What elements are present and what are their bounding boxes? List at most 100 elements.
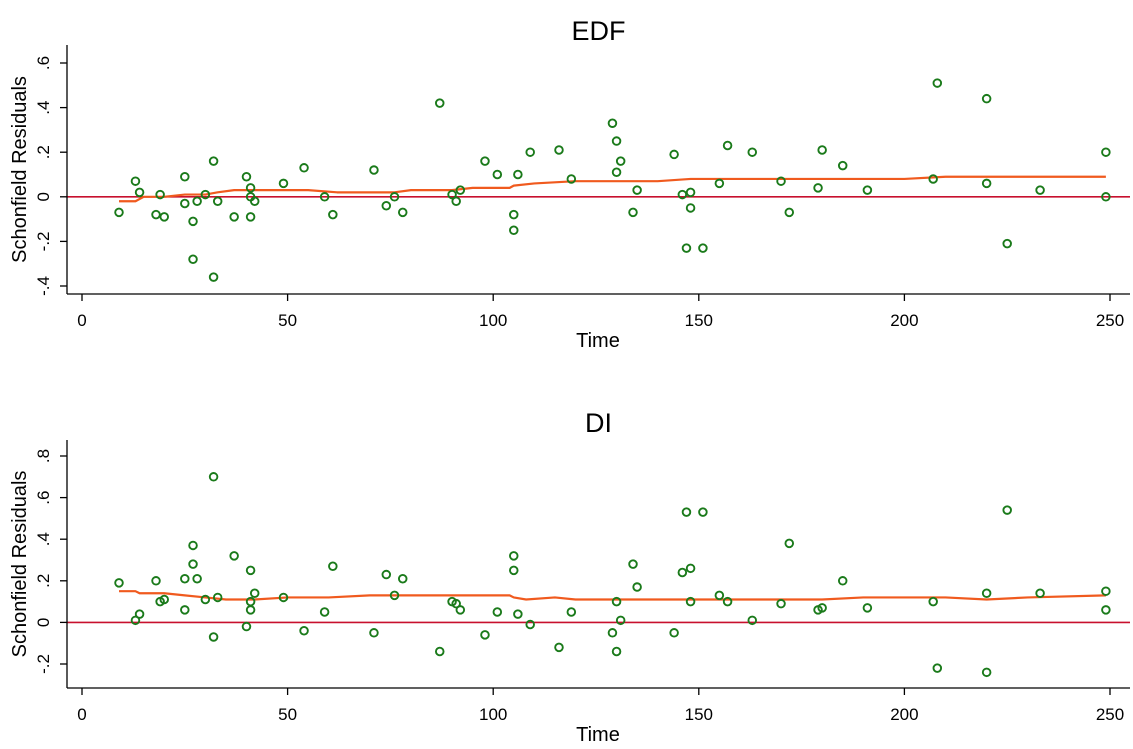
residual-point bbox=[928, 596, 938, 607]
residual-point bbox=[607, 628, 618, 638]
residual-point bbox=[513, 169, 523, 180]
residual-point bbox=[862, 603, 873, 613]
x-tick-label: 50 bbox=[278, 705, 297, 724]
residual-point bbox=[677, 189, 688, 200]
residual-point bbox=[525, 619, 535, 630]
x-axis-label: Time bbox=[576, 724, 620, 744]
residual-point bbox=[509, 209, 519, 220]
residual-point bbox=[451, 598, 461, 609]
residual-point bbox=[492, 169, 503, 180]
residual-point bbox=[278, 592, 289, 603]
residual-point bbox=[981, 667, 992, 678]
x-tick-label: 0 bbox=[77, 311, 86, 330]
residual-point bbox=[509, 565, 519, 576]
residual-point bbox=[192, 196, 202, 207]
residual-point bbox=[628, 559, 638, 569]
y-axis-label: Schonfield Residuals bbox=[9, 76, 31, 263]
residual-point bbox=[1101, 605, 1111, 615]
y-tick-label: -.2 bbox=[34, 654, 53, 674]
y-tick-label: .2 bbox=[34, 574, 53, 588]
x-tick-label: 0 bbox=[77, 705, 86, 724]
residual-point bbox=[451, 196, 461, 207]
residual-point bbox=[241, 621, 252, 632]
residual-point bbox=[607, 118, 618, 128]
smoothed-line bbox=[119, 175, 1106, 203]
residual-point bbox=[932, 78, 943, 88]
residual-point bbox=[180, 573, 190, 584]
residual-point bbox=[513, 609, 523, 619]
residual-point bbox=[381, 569, 392, 580]
residual-point bbox=[1002, 238, 1012, 249]
residual-point bbox=[180, 605, 190, 615]
residual-point bbox=[159, 212, 169, 222]
residual-point bbox=[447, 189, 457, 200]
x-tick-label: 200 bbox=[890, 705, 918, 724]
y-tick-label: .8 bbox=[34, 449, 53, 463]
y-tick-label: .6 bbox=[34, 491, 53, 505]
residual-point bbox=[369, 165, 379, 175]
residual-point bbox=[114, 207, 124, 218]
residual-point bbox=[981, 588, 992, 599]
residual-point bbox=[698, 243, 708, 253]
residual-point bbox=[928, 174, 938, 184]
residual-point bbox=[685, 203, 696, 213]
residual-point bbox=[1101, 192, 1111, 202]
residual-point bbox=[747, 615, 758, 626]
residual-point bbox=[611, 167, 622, 178]
residual-point bbox=[130, 176, 141, 186]
residual-point bbox=[628, 207, 638, 218]
residual-point bbox=[554, 145, 564, 155]
residual-point bbox=[817, 145, 827, 155]
residual-point bbox=[245, 565, 256, 576]
residual-point bbox=[212, 592, 223, 603]
residual-point bbox=[381, 200, 392, 211]
y-tick-label: 0 bbox=[34, 192, 53, 201]
residual-point bbox=[229, 212, 239, 222]
residual-point bbox=[837, 160, 848, 171]
x-tick-label: 50 bbox=[278, 311, 297, 330]
residual-point bbox=[813, 183, 823, 193]
residual-point bbox=[114, 578, 124, 588]
panel-edf: EDF 0 50 100 150 200 250 -.4 -.2 0 .2 .4 .6 Time Schon… bbox=[9, 16, 1130, 352]
x-axis-label: Time bbox=[576, 330, 620, 352]
residual-point bbox=[245, 183, 256, 193]
residual-point bbox=[155, 189, 165, 200]
residual-point bbox=[208, 472, 219, 482]
residual-point bbox=[714, 178, 725, 189]
residual-point bbox=[455, 185, 466, 195]
residual-point bbox=[1101, 586, 1111, 596]
chart-title: EDF bbox=[572, 16, 626, 46]
residual-point bbox=[299, 625, 309, 636]
residual-point bbox=[389, 192, 400, 202]
y-tick-label: -.2 bbox=[34, 231, 53, 251]
residual-point bbox=[722, 140, 733, 151]
residual-point bbox=[776, 598, 786, 609]
residual-point bbox=[1035, 185, 1045, 195]
residual-point bbox=[981, 93, 992, 104]
residual-point bbox=[698, 507, 708, 517]
residual-point bbox=[188, 254, 198, 264]
residual-point bbox=[784, 538, 795, 549]
residual-point bbox=[722, 596, 733, 607]
residual-point bbox=[278, 178, 289, 189]
residual-point bbox=[632, 185, 642, 195]
residual-point bbox=[434, 98, 445, 108]
residual-point bbox=[389, 590, 400, 601]
residual-point bbox=[134, 187, 145, 198]
x-tick-label: 100 bbox=[479, 705, 507, 724]
x-tick-label: 100 bbox=[479, 311, 507, 330]
y-tick-label: .6 bbox=[34, 56, 53, 70]
residual-point bbox=[208, 156, 219, 166]
residual-point bbox=[554, 642, 564, 653]
residual-point bbox=[130, 615, 141, 626]
residual-point bbox=[299, 163, 309, 173]
residual-point bbox=[611, 596, 622, 607]
residual-point bbox=[208, 632, 219, 642]
residual-point bbox=[200, 594, 211, 605]
residual-point bbox=[180, 171, 190, 182]
x-tick-label: 150 bbox=[685, 311, 713, 330]
residual-point bbox=[714, 590, 725, 601]
residual-point bbox=[369, 628, 379, 638]
residual-point bbox=[611, 136, 622, 146]
residual-point bbox=[328, 561, 338, 571]
